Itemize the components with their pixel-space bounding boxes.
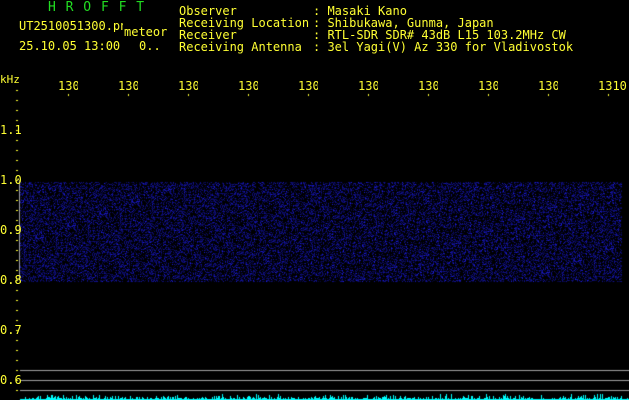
- x-tick-label: 1302: [118, 80, 138, 92]
- x-tick-label: 1305: [298, 80, 318, 92]
- filename: UT2510051300.png: [19, 20, 123, 32]
- y-unit-label: kHz: [0, 73, 20, 86]
- x-tick-label: 1303: [178, 80, 198, 92]
- meteor-count: 0..: [139, 39, 161, 53]
- x-tick-label: 1308: [478, 80, 498, 92]
- x-tick-label: 1306: [358, 80, 378, 92]
- y-tick-label: 0.6: [0, 373, 22, 387]
- x-tick-label: 1307: [418, 80, 438, 92]
- info-observer: Observer: Masaki Kano: [179, 4, 407, 18]
- y-tick-label: 0.8: [0, 273, 22, 287]
- info-receiver: Receiver: RTL-SDR SDR# 43dB L15 103.2MHz…: [179, 28, 566, 42]
- x-tick-label: 1310: [598, 80, 627, 92]
- info-antenna: Receiving Antenna: 3el Yagi(V) Az 330 fo…: [179, 40, 574, 54]
- y-tick-label: 0.7: [0, 323, 22, 337]
- datetime: 25.10.05 13:00: [19, 39, 121, 53]
- y-tick-label: 0.9: [0, 223, 22, 237]
- info-location: Receiving Location: Shibukawa, Gunma, Ja…: [179, 16, 494, 30]
- y-tick-label: 1.0: [0, 173, 22, 187]
- x-tick-label: 1304: [238, 80, 258, 92]
- app-title: H R O F F T: [48, 0, 146, 15]
- x-tick-label: 1309: [538, 80, 558, 92]
- y-tick-label: 1.1: [0, 123, 22, 137]
- meteor-label: meteor: [124, 25, 168, 39]
